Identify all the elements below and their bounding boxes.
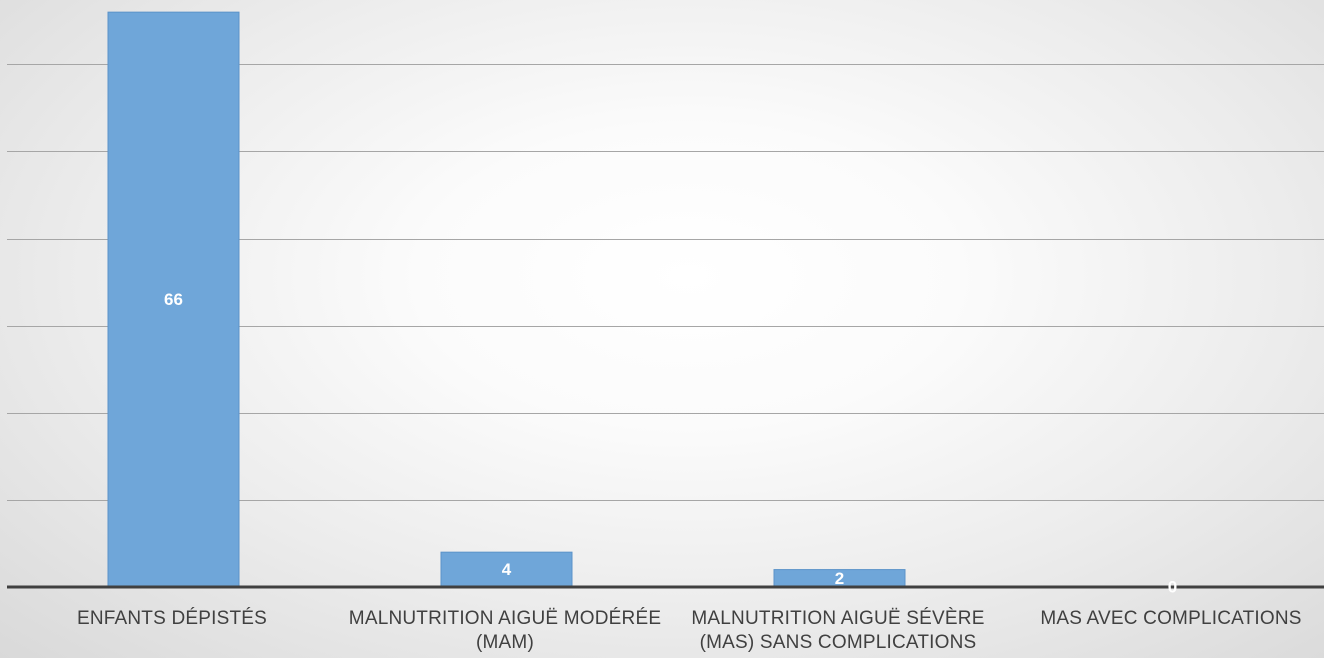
- category-label-enfants-depistes: ENFANTS DÉPISTÉS: [76, 608, 268, 629]
- bar: [107, 11, 240, 588]
- data-label: 0: [1168, 578, 1177, 597]
- category-label-mas-avec-complications: MAS AVEC COMPLICATIONS: [1040, 608, 1302, 629]
- data-labels: 66 4 2 0: [164, 290, 1177, 596]
- bars: [107, 11, 906, 588]
- data-label: 66: [164, 290, 183, 309]
- category-label-mas-sans-complications: MALNUTRITION AIGUË SÉVÈRE (MAS) SANS COM…: [691, 608, 985, 653]
- data-label: 2: [835, 569, 844, 588]
- category-label-mam: MALNUTRITION AIGUË MODÉRÉE (MAM): [348, 608, 662, 653]
- data-label: 4: [502, 560, 512, 579]
- bar: [440, 551, 573, 588]
